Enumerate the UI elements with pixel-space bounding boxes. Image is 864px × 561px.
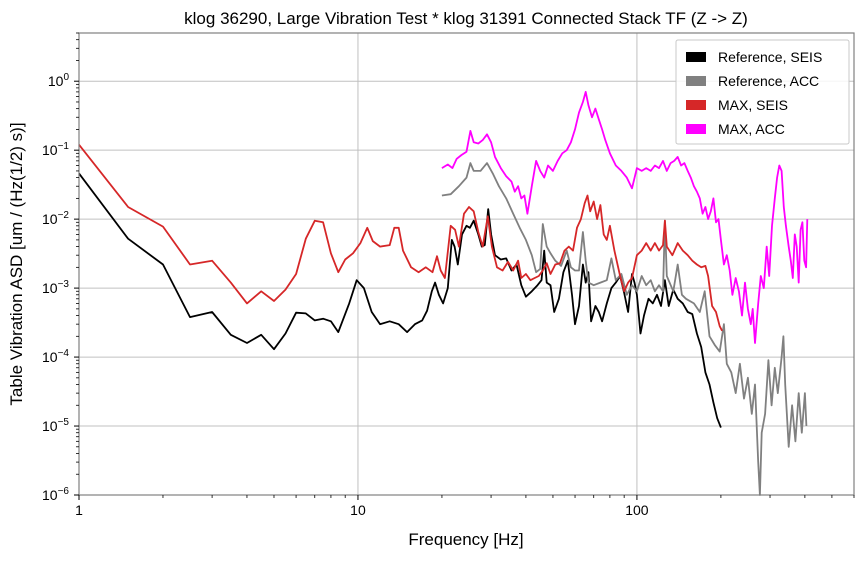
- y-tick-exponent: −5: [58, 417, 70, 428]
- x-tick-label: 1: [75, 502, 83, 518]
- legend-box: [675, 39, 850, 145]
- legend-label: Reference, SEIS: [718, 49, 822, 65]
- y-tick-label: 10−5: [42, 417, 69, 434]
- y-tick-label: 10−1: [42, 141, 69, 158]
- plot-frame: [78, 32, 855, 496]
- series-line-max-acc: [441, 91, 809, 344]
- y-tick-exponent: −1: [58, 141, 70, 152]
- y-tick-exponent: −3: [58, 279, 70, 290]
- y-tick-base: 10: [42, 418, 58, 434]
- legend-swatch: [686, 100, 706, 110]
- y-tick-label: 10−3: [42, 279, 69, 296]
- y-tick-exponent: −2: [58, 210, 70, 221]
- x-axis-label: Frequency [Hz]: [408, 530, 523, 549]
- series-lines: [78, 91, 809, 496]
- chart-title: klog 36290, Large Vibration Test * klog …: [184, 9, 748, 28]
- legend-swatch: [686, 76, 706, 86]
- series-line-reference-seis: [78, 172, 722, 428]
- y-tick-label: 10−4: [42, 348, 69, 365]
- legend-swatch: [686, 52, 706, 62]
- legend-label: MAX, SEIS: [718, 97, 788, 113]
- y-tick-base: 10: [48, 73, 64, 89]
- y-tick-base: 10: [42, 349, 58, 365]
- y-tick-base: 10: [42, 142, 58, 158]
- legend-label: MAX, ACC: [718, 121, 785, 137]
- legend-swatch: [686, 124, 706, 134]
- y-tick-base: 10: [42, 487, 58, 503]
- y-tick-exponent: −6: [58, 486, 70, 497]
- y-tick-label: 10−6: [42, 486, 69, 503]
- y-tick-label: 100: [48, 72, 70, 89]
- series-line-reference-acc: [441, 162, 808, 496]
- y-tick-base: 10: [42, 211, 58, 227]
- y-axis-label: Table Vibration ASD [um / (Hz(1/2) s)]: [7, 122, 26, 405]
- y-tick-label: 10−2: [42, 210, 69, 227]
- x-tick-label: 100: [625, 502, 649, 518]
- y-tick-base: 10: [42, 280, 58, 296]
- legend-label: Reference, ACC: [718, 73, 819, 89]
- x-tick-label: 10: [350, 502, 366, 518]
- series-line-max-seis: [78, 144, 723, 332]
- y-tick-exponent: −4: [58, 348, 70, 359]
- y-tick-exponent: 0: [63, 72, 69, 83]
- legend: Reference, SEIS Reference, ACC MAX, SEIS MA…: [675, 39, 850, 145]
